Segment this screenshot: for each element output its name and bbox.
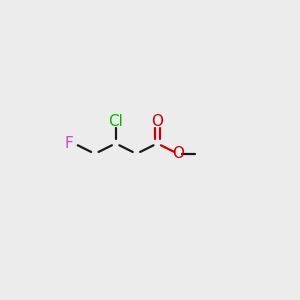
- Text: O: O: [151, 113, 163, 128]
- Text: O: O: [172, 146, 184, 161]
- Text: Cl: Cl: [108, 113, 123, 128]
- Text: F: F: [64, 136, 73, 151]
